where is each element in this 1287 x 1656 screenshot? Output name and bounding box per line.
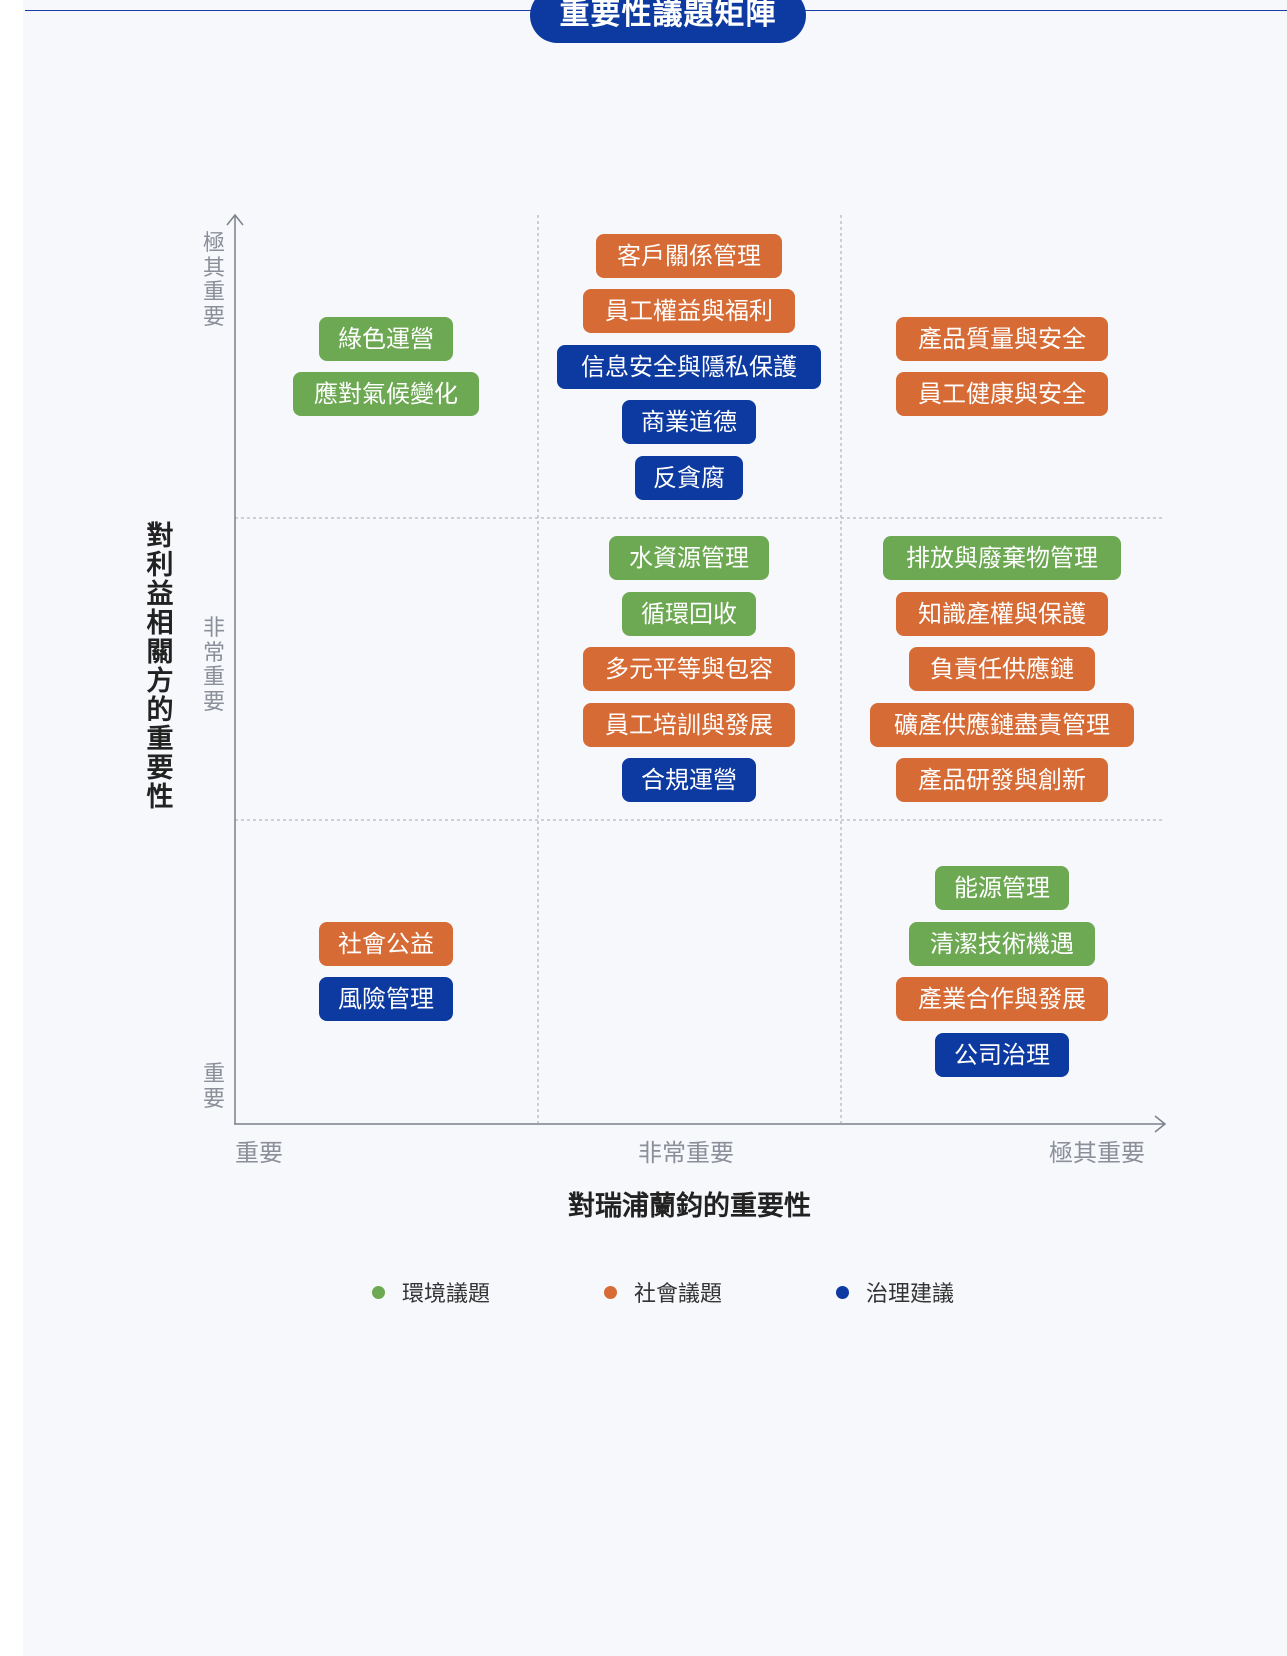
legend-item-environment: 環境議題 [372, 1276, 490, 1308]
issue-tag: 多元平等與包容 [583, 647, 795, 691]
legend-dot-environment [372, 1285, 385, 1299]
issue-tag: 信息安全與隱私保護 [557, 344, 821, 389]
issue-tag: 風險管理 [319, 977, 453, 1022]
issue-tag: 反貪腐 [635, 455, 743, 500]
legend-label-governance: 治理建議 [866, 1282, 955, 1307]
issue-tag: 礦產供應鏈盡責管理 [870, 702, 1134, 747]
legend-dot-governance [836, 1285, 849, 1299]
x-tick-middle: 非常重要 [638, 1139, 734, 1167]
issue-tag: 排放與廢棄物管理 [883, 536, 1121, 580]
x-tick-right: 極其重要 [1049, 1139, 1145, 1167]
legend-dot-social [604, 1285, 617, 1299]
y-tick-top: 極其重要 [203, 231, 226, 330]
issue-tag: 應對氣候變化 [293, 372, 479, 417]
issue-tag: 員工權益與福利 [583, 289, 795, 333]
issue-tag: 合規運營 [622, 758, 756, 802]
legend-item-social: 社會議題 [604, 1276, 722, 1308]
y-tick-middle: 非常重要 [203, 616, 226, 715]
x-axis-title: 對瑞浦蘭鈞的重要性 [568, 1191, 811, 1222]
legend-label-environment: 環境議題 [402, 1282, 491, 1307]
legend-label-social: 社會議題 [634, 1282, 723, 1307]
issue-tag: 社會公益 [319, 921, 453, 966]
issue-tag: 知識產權與保護 [896, 591, 1108, 636]
issue-tag: 循環回收 [622, 591, 756, 636]
issue-tag: 產業合作與發展 [896, 977, 1108, 1022]
issue-tag: 員工培訓與發展 [583, 702, 795, 747]
issue-tag: 員工健康與安全 [896, 372, 1108, 417]
issue-tag: 水資源管理 [609, 536, 769, 580]
x-tick-left: 重要 [235, 1139, 283, 1167]
page-title: 重要性議題矩陣 [530, 0, 806, 43]
issue-tag: 清潔技術機遇 [909, 921, 1095, 966]
issue-tag: 綠色運營 [319, 316, 453, 361]
x-axis-arrow [1154, 1115, 1167, 1133]
y-tick-bottom: 重要 [203, 1062, 226, 1112]
y-axis-arrow [226, 213, 244, 226]
issue-tag: 客戶關係管理 [596, 233, 782, 278]
issue-tag: 產品質量與安全 [896, 316, 1108, 361]
issue-tag: 能源管理 [935, 866, 1069, 911]
issue-tag: 產品研發與創新 [896, 758, 1108, 802]
y-axis-title: 對利益相關方的重要性 [146, 521, 174, 813]
issue-tag: 公司治理 [935, 1032, 1069, 1077]
issue-tag: 負責任供應鏈 [909, 647, 1095, 691]
legend-item-governance: 治理建議 [836, 1276, 954, 1308]
issue-tag: 商業道德 [622, 400, 756, 444]
